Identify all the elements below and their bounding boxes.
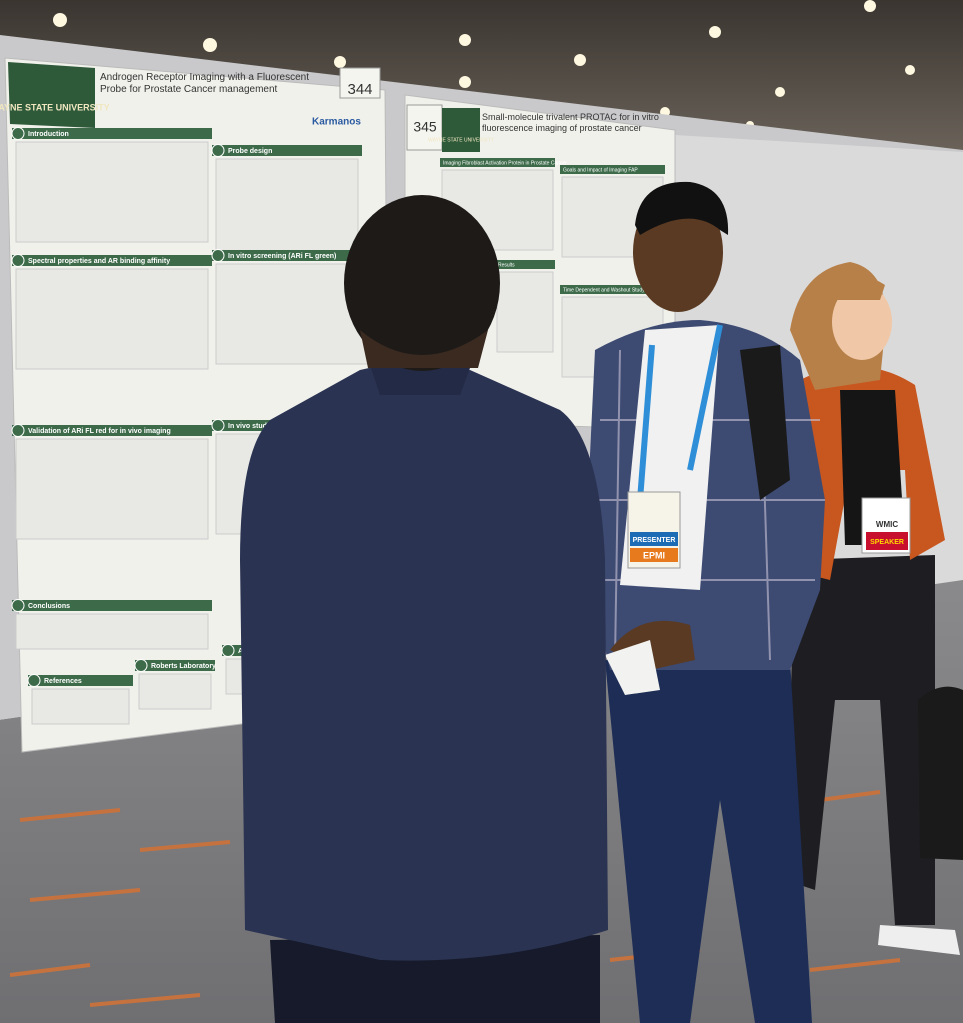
section-header [12, 255, 212, 266]
logo-box [8, 62, 95, 128]
section-content [15, 613, 209, 650]
poster-title: Small-molecule trivalent PROTAC for in v… [482, 112, 659, 133]
section-title: Time Dependent and Washout Study [563, 287, 645, 293]
section-content [15, 438, 209, 540]
section-title: Conclusions [28, 603, 70, 610]
section-header [560, 165, 665, 174]
section-title: Imaging Fibroblast Activation Protein in… [443, 160, 567, 166]
section-number [134, 659, 148, 672]
section-header [28, 675, 133, 686]
section-content [15, 141, 209, 243]
section-title: Spectral properties and AR binding affin… [28, 258, 170, 265]
section-title: In vivo studies [228, 423, 277, 430]
section-header [560, 285, 665, 294]
section-title: Goals and Impact of Imaging FAP [563, 167, 638, 173]
section-number [27, 674, 41, 687]
badge-event: EPMI [643, 550, 665, 560]
section-header [440, 158, 555, 167]
section-header [212, 145, 362, 156]
logo-text: WAYNE STATE UNIVERSITY [428, 137, 495, 143]
section-number [221, 644, 235, 657]
section-header [135, 660, 215, 671]
logo-box [442, 108, 480, 152]
person-back [240, 195, 608, 1023]
section-number [11, 424, 25, 437]
section-number [211, 419, 225, 432]
partner-logo: Karmanos [312, 117, 361, 128]
section-content [215, 158, 359, 260]
person-presenter: PRESENTER EPMI [585, 181, 825, 1023]
section-content [138, 673, 212, 710]
poster-title-box: Androgen Receptor Imaging with a Fluores… [100, 72, 310, 95]
badge-role: PRESENTER [633, 537, 676, 544]
section-title: Roberts Laboratory [151, 663, 216, 670]
section-header [212, 250, 372, 261]
section-header [495, 260, 555, 269]
poster-number: 345 [413, 119, 437, 135]
section-header [12, 600, 212, 611]
poster-number: 344 [347, 81, 372, 98]
section-number [11, 599, 25, 612]
section-number [211, 249, 225, 262]
section-header [12, 425, 212, 436]
poster-number-card [339, 67, 381, 99]
section-number [211, 144, 225, 157]
section-title: Results [498, 262, 515, 268]
section-content [215, 263, 369, 365]
section-title: In vitro screening (ARi FL green) [228, 253, 336, 260]
poster-title-box: Small-molecule trivalent PROTAC for in v… [482, 112, 659, 133]
poster-title: Androgen Receptor Imaging with a Fluores… [100, 72, 310, 95]
section-title: Introduction [28, 131, 69, 138]
section-content [31, 688, 130, 725]
badge-event: WMIC [876, 520, 898, 529]
section-content [15, 268, 209, 370]
section-number [11, 254, 25, 267]
section-title: Validation of ARi FL red for in vivo ima… [28, 428, 171, 435]
section-header [12, 128, 212, 139]
section-title: Probe design [228, 148, 272, 155]
backpack [918, 686, 963, 860]
badge-role: SPEAKER [870, 539, 904, 546]
section-content [496, 271, 554, 353]
person-woman: WMIC SPEAKER [785, 262, 960, 955]
poster-sections: Introduction Probe design Spectral propert… [11, 127, 372, 725]
section-title: References [44, 678, 82, 685]
section-number [11, 127, 25, 140]
logo-text: WAYNE STATE UNIVERSITY [0, 102, 110, 112]
